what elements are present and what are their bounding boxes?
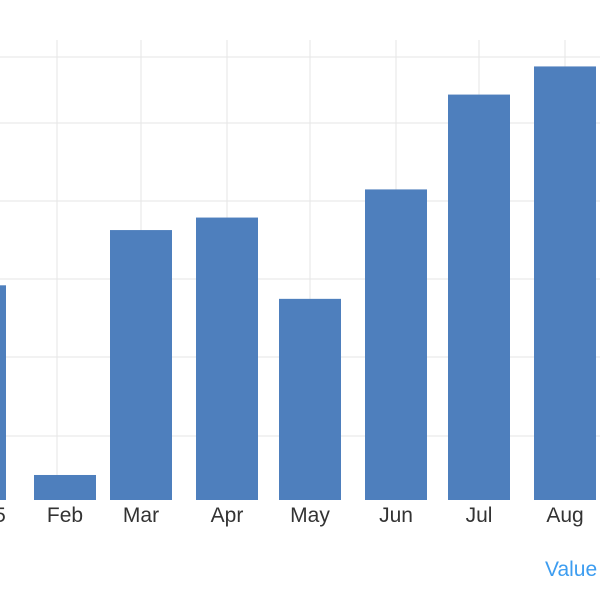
bar-jan[interactable]: [0, 285, 6, 500]
bar-jun[interactable]: [365, 189, 427, 500]
x-tick-label: May: [290, 504, 330, 527]
x-tick-label: Mar: [123, 504, 159, 527]
bars: [0, 66, 596, 501]
bar-aug[interactable]: [534, 66, 596, 501]
x-tick-label: Apr: [211, 504, 244, 527]
bar-apr[interactable]: [196, 217, 258, 500]
bar-may[interactable]: [279, 298, 341, 500]
x-tick-label: Jun: [379, 504, 413, 527]
x-tick-label: 5: [0, 504, 6, 527]
x-axis-ticks: 5 Feb Mar Apr May Jun Jul Aug: [0, 504, 584, 527]
bar-mar[interactable]: [110, 230, 172, 500]
bar-feb[interactable]: [34, 474, 96, 500]
legend-series-label[interactable]: Value: [545, 558, 598, 581]
x-tick-label: Jul: [466, 504, 493, 527]
x-tick-label: Aug: [546, 504, 583, 527]
x-tick-label: Feb: [47, 504, 83, 527]
bar-jul[interactable]: [448, 94, 510, 500]
